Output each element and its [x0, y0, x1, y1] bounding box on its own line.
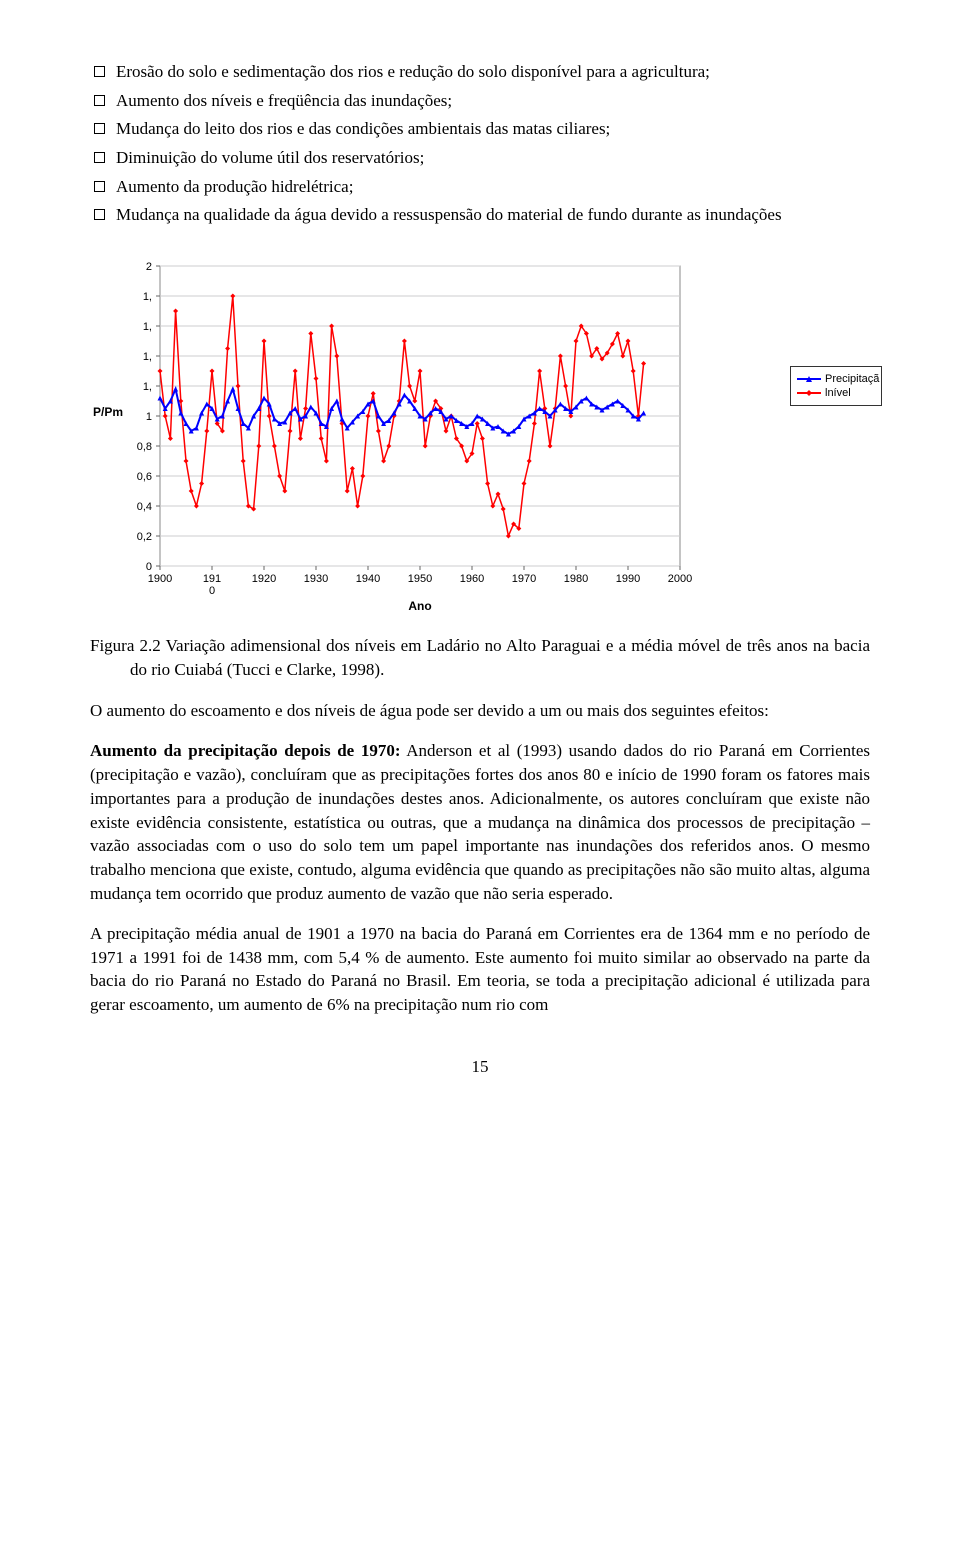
- svg-text:0,6: 0,6: [137, 471, 152, 483]
- svg-text:1920: 1920: [252, 573, 276, 585]
- svg-text:P/Pm: P/Pm: [93, 405, 123, 419]
- svg-text:1,: 1,: [143, 381, 152, 393]
- bullet-item: Mudança na qualidade da água devido a re…: [90, 203, 870, 228]
- bullet-item: Mudança do leito dos rios e das condiçõe…: [90, 117, 870, 142]
- chart-container: 00,20,40,60,811,1,1,1,219001910192019301…: [90, 256, 870, 616]
- paragraph-3: A precipitação média anual de 1901 a 197…: [90, 922, 870, 1017]
- legend-label: Precipitaçã: [825, 373, 879, 385]
- svg-text:1900: 1900: [148, 573, 172, 585]
- page-number: 15: [90, 1057, 870, 1077]
- line-chart: 00,20,40,60,811,1,1,1,219001910192019301…: [90, 256, 770, 616]
- svg-text:1,: 1,: [143, 351, 152, 363]
- svg-text:2000: 2000: [668, 573, 692, 585]
- svg-text:1970: 1970: [512, 573, 536, 585]
- svg-text:2: 2: [146, 261, 152, 273]
- bullet-item: Diminuição do volume útil dos reservatór…: [90, 146, 870, 171]
- svg-text:1950: 1950: [408, 573, 432, 585]
- legend-label: lnível: [825, 387, 851, 399]
- svg-text:1980: 1980: [564, 573, 588, 585]
- legend: Precipitaçã lnível: [790, 366, 882, 406]
- paragraph-intro: O aumento do escoamento e dos níveis de …: [90, 699, 870, 723]
- svg-text:1960: 1960: [460, 573, 484, 585]
- para2-rest: Anderson et al (1993) usando dados do ri…: [90, 741, 870, 903]
- svg-text:0: 0: [209, 585, 215, 597]
- bullet-list: Erosão do solo e sedimentação dos rios e…: [90, 60, 870, 228]
- para2-bold: Aumento da precipitação depois de 1970:: [90, 741, 401, 760]
- svg-text:1: 1: [146, 411, 152, 423]
- bullet-item: Erosão do solo e sedimentação dos rios e…: [90, 60, 870, 85]
- svg-text:1,: 1,: [143, 291, 152, 303]
- svg-text:1,: 1,: [143, 321, 152, 333]
- svg-text:1930: 1930: [304, 573, 328, 585]
- svg-text:1990: 1990: [616, 573, 640, 585]
- paragraph-2: Aumento da precipitação depois de 1970: …: [90, 739, 870, 906]
- figure-caption: Figura 2.2 Variação adimensional dos nív…: [90, 634, 870, 682]
- svg-text:Ano: Ano: [408, 599, 431, 613]
- svg-text:1940: 1940: [356, 573, 380, 585]
- bullet-item: Aumento dos níveis e freqüência das inun…: [90, 89, 870, 114]
- legend-item: Precipitaçã: [797, 373, 875, 385]
- svg-text:0,2: 0,2: [137, 531, 152, 543]
- svg-text:0,4: 0,4: [137, 501, 152, 513]
- legend-item: lnível: [797, 387, 875, 399]
- svg-text:0,8: 0,8: [137, 441, 152, 453]
- svg-text:0: 0: [146, 561, 152, 573]
- svg-text:191: 191: [203, 573, 221, 585]
- bullet-item: Aumento da produção hidrelétrica;: [90, 175, 870, 200]
